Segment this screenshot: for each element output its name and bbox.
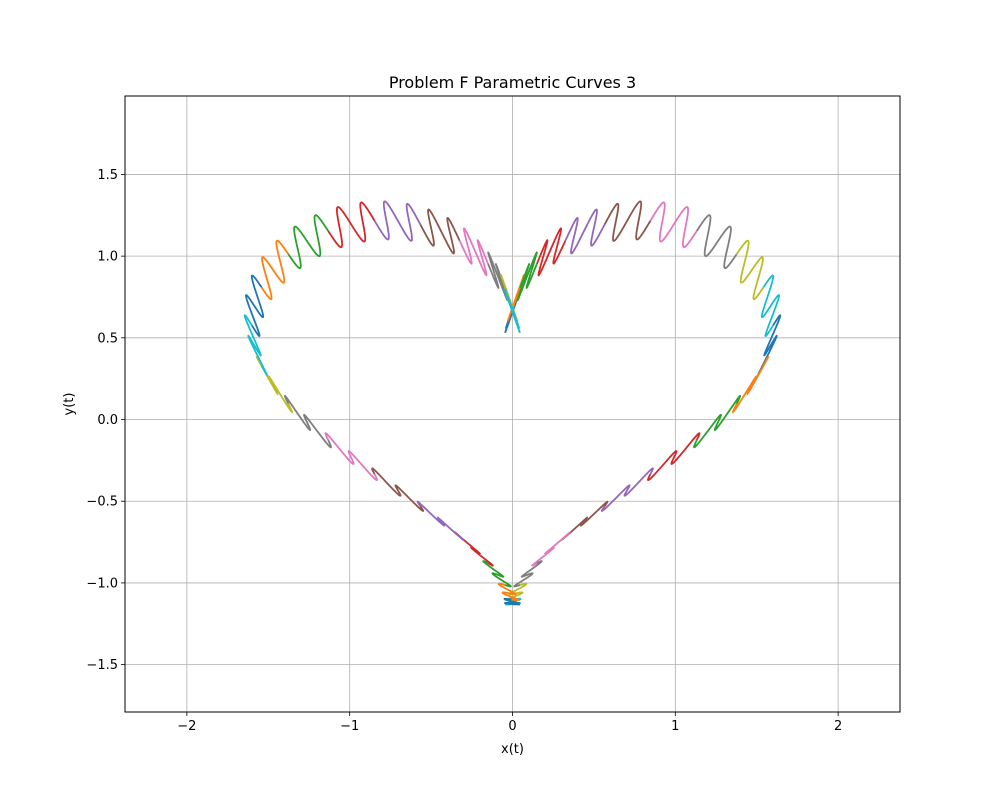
parametric-curve bbox=[649, 201, 698, 249]
parametric-curve bbox=[513, 560, 543, 588]
parametric-curve bbox=[327, 201, 376, 249]
parametric-curve bbox=[416, 500, 465, 541]
parametric-curve bbox=[735, 239, 765, 301]
y-tick-label: 1.5 bbox=[97, 168, 118, 183]
parametric-curve bbox=[760, 274, 780, 338]
curves bbox=[243, 200, 782, 606]
parametric-curve bbox=[287, 214, 329, 270]
x-tick-label: 1 bbox=[671, 719, 679, 734]
parametric-curve bbox=[536, 227, 567, 277]
parametric-curve bbox=[458, 227, 489, 277]
parametric-curve bbox=[516, 251, 538, 302]
parametric-curve bbox=[487, 251, 509, 302]
x-tick-label: −1 bbox=[340, 719, 359, 734]
parametric-curve bbox=[373, 200, 422, 242]
parametric-curve bbox=[245, 274, 265, 338]
parametric-curve bbox=[564, 208, 606, 255]
parametric-curve bbox=[255, 355, 293, 414]
ticks: −2 −1 0 1 2 −1.5 −1.0 −0.5 0.0 0.5 1.0 1.5 bbox=[86, 168, 842, 734]
parametric-curve bbox=[419, 208, 461, 255]
y-tick-label: −1.5 bbox=[86, 658, 118, 673]
parametric-curve bbox=[732, 355, 770, 414]
parametric-curve bbox=[647, 432, 701, 482]
parametric-curve bbox=[260, 239, 290, 301]
parametric-curve bbox=[371, 467, 425, 512]
y-axis-label: y(t) bbox=[62, 393, 77, 416]
parametric-curve bbox=[324, 432, 378, 482]
parametric-curve bbox=[497, 582, 520, 601]
parametric-curve bbox=[283, 394, 332, 449]
x-tick-label: 0 bbox=[508, 719, 516, 734]
parametric-curve bbox=[503, 597, 521, 606]
x-axis-label: x(t) bbox=[501, 742, 524, 757]
parametric-curve bbox=[696, 214, 738, 270]
parametric-curve bbox=[603, 200, 652, 242]
y-tick-label: −0.5 bbox=[86, 495, 118, 510]
parametric-curve bbox=[243, 314, 268, 377]
y-tick-label: −1.0 bbox=[86, 576, 118, 591]
parametric-curve bbox=[600, 467, 654, 512]
x-tick-label: −2 bbox=[177, 719, 196, 734]
x-tick-label: 2 bbox=[834, 719, 842, 734]
chart-title: Problem F Parametric Curves 3 bbox=[389, 73, 636, 92]
parametric-curve bbox=[531, 530, 572, 567]
y-tick-label: 0.5 bbox=[97, 331, 118, 346]
parametric-curve bbox=[482, 560, 512, 588]
y-tick-label: 1.0 bbox=[97, 250, 118, 265]
y-tick-label: 0.0 bbox=[97, 413, 118, 428]
parametric-curve bbox=[503, 288, 521, 333]
parametric-curve bbox=[693, 394, 742, 449]
